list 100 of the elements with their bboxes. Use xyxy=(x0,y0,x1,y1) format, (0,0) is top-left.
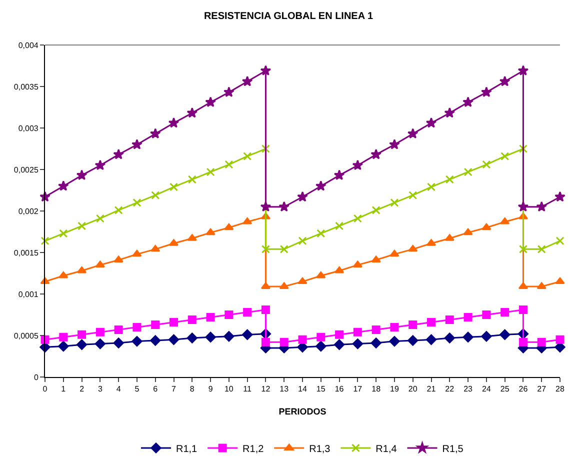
point xyxy=(132,198,142,207)
x-tick-label: 7 xyxy=(172,384,177,394)
point xyxy=(150,128,161,139)
point xyxy=(77,266,87,274)
point xyxy=(94,160,106,170)
point xyxy=(372,325,380,334)
point xyxy=(261,306,270,314)
point xyxy=(463,228,473,236)
point xyxy=(316,340,326,352)
x-tick-label: 24 xyxy=(482,384,492,394)
point xyxy=(334,170,345,180)
point xyxy=(224,223,234,230)
point xyxy=(499,76,510,86)
x-tick-label: 13 xyxy=(280,384,290,394)
point xyxy=(482,223,492,230)
point xyxy=(316,229,326,238)
point xyxy=(427,318,436,326)
point xyxy=(518,338,528,346)
point xyxy=(114,256,124,262)
point xyxy=(188,175,196,184)
point xyxy=(390,250,400,257)
x-tick-label: 19 xyxy=(390,384,400,394)
x-tick-label: 21 xyxy=(426,384,436,394)
x-tick-label: 14 xyxy=(298,384,308,394)
x-tick-label: 22 xyxy=(445,384,455,394)
point xyxy=(132,336,142,347)
point xyxy=(243,308,252,317)
point xyxy=(408,190,418,200)
x-tick-label: 12 xyxy=(261,384,271,394)
point xyxy=(151,190,160,200)
x-tick-label: 6 xyxy=(153,384,158,394)
point xyxy=(96,328,104,336)
point xyxy=(537,338,546,346)
point xyxy=(389,138,400,150)
x-tick-label: 11 xyxy=(243,384,252,394)
point xyxy=(500,329,510,340)
point xyxy=(114,325,123,334)
x-tick-label: 5 xyxy=(134,384,140,394)
point xyxy=(242,76,253,86)
point xyxy=(113,338,124,348)
point xyxy=(426,334,437,345)
x-tick-label: 10 xyxy=(224,384,234,394)
point xyxy=(371,256,381,262)
point xyxy=(298,277,308,284)
point xyxy=(132,322,142,332)
x-tick-label: 4 xyxy=(116,384,122,394)
point xyxy=(224,86,234,98)
point xyxy=(260,282,270,290)
y-tick-label: 0,002 xyxy=(18,206,39,216)
point xyxy=(407,128,418,139)
legend-label: R1,3 xyxy=(309,444,331,455)
point xyxy=(114,206,123,214)
point xyxy=(298,335,307,344)
point xyxy=(78,330,86,339)
point xyxy=(370,148,382,160)
point xyxy=(40,236,50,246)
point xyxy=(352,260,362,268)
point xyxy=(280,338,288,346)
x-tick-label: 18 xyxy=(372,384,382,394)
x-tick-label: 1 xyxy=(61,384,66,394)
point xyxy=(76,170,88,180)
point xyxy=(150,335,161,346)
point xyxy=(408,244,418,252)
point xyxy=(518,65,529,76)
point xyxy=(352,338,363,350)
point xyxy=(500,152,510,160)
point xyxy=(168,334,180,345)
point xyxy=(536,282,546,290)
point xyxy=(464,168,472,176)
x-tick-label: 9 xyxy=(208,384,214,394)
point xyxy=(224,160,234,169)
x-tick-label: 15 xyxy=(316,384,326,394)
point xyxy=(315,180,326,191)
point xyxy=(518,306,528,314)
point xyxy=(445,175,454,184)
x-tick-label: 26 xyxy=(518,384,528,394)
point xyxy=(500,218,510,224)
point xyxy=(279,282,289,290)
point xyxy=(444,107,456,118)
point xyxy=(224,331,234,342)
point xyxy=(555,277,565,284)
point xyxy=(168,117,180,128)
point xyxy=(556,236,564,246)
x-tick-label: 16 xyxy=(334,384,344,394)
legend-label: R1,5 xyxy=(442,444,464,455)
legend-label: R1,1 xyxy=(176,444,198,455)
point xyxy=(95,260,105,268)
point xyxy=(297,191,308,202)
point xyxy=(261,338,270,346)
point xyxy=(58,180,69,191)
point xyxy=(78,222,86,230)
point xyxy=(224,310,234,319)
point xyxy=(132,250,142,257)
x-axis-title: PERIODOS xyxy=(278,406,326,416)
point xyxy=(58,271,68,278)
point xyxy=(96,214,104,223)
x-tick-label: 25 xyxy=(500,384,510,394)
point xyxy=(334,339,345,350)
point xyxy=(242,218,252,224)
y-tick-label: 0,0015 xyxy=(14,248,39,258)
